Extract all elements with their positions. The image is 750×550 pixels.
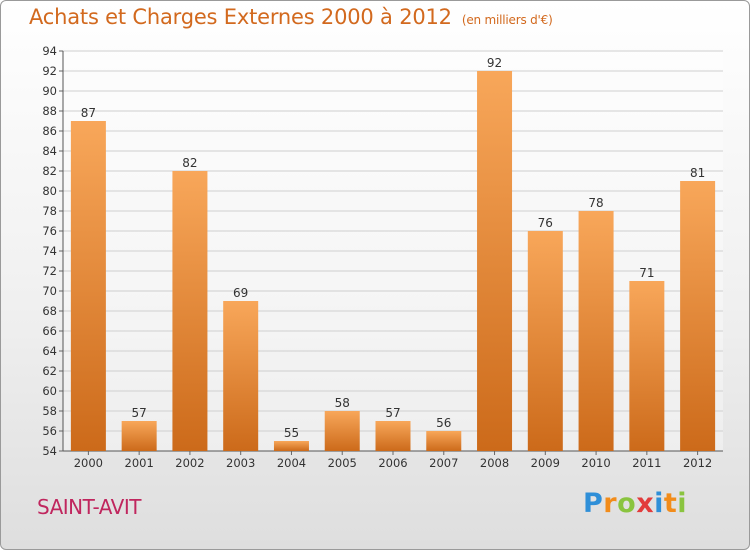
chart-title-text: Achats et Charges Externes 2000 à 2012 [29,5,452,29]
x-tick-label: 2012 [683,456,712,470]
y-tick-label: 92 [42,64,57,78]
bar [273,441,309,451]
y-tick-label: 76 [42,224,57,238]
logo-letter: r [603,488,618,519]
bar [527,231,563,451]
x-tick-label: 2007 [429,456,458,470]
chart-title: Achats et Charges Externes 2000 à 2012 (e… [29,5,553,29]
logo-letter: i [677,488,688,519]
x-tick-label: 2001 [125,456,154,470]
y-tick-label: 70 [42,284,57,298]
y-tick-label: 86 [42,124,57,138]
bar-value-label: 71 [639,266,654,280]
y-tick-label: 94 [42,44,57,58]
y-tick-label: 72 [42,264,57,278]
bar-value-label: 82 [182,156,197,170]
bar [375,421,411,451]
bar [426,431,462,451]
x-tick-label: 2009 [531,456,560,470]
chart-subtitle: (en milliers d'€) [461,13,553,27]
y-tick-label: 68 [42,304,57,318]
logo-letter: o [617,488,637,519]
bar-value-label: 55 [284,426,299,440]
bar-value-label: 69 [233,286,248,300]
bar-value-label: 57 [132,406,147,420]
bar-value-label: 57 [385,406,400,420]
bar-value-label: 87 [81,106,96,120]
y-tick-label: 58 [42,404,57,418]
y-tick-label: 74 [42,244,57,258]
bar [172,171,208,451]
bar [70,121,106,451]
bar-value-label: 76 [538,216,553,230]
bar-value-label: 81 [690,166,705,180]
location-label: SAINT-AVIT [37,495,141,519]
x-tick-label: 2008 [480,456,509,470]
y-tick-label: 54 [42,444,57,458]
bar [121,421,157,451]
bar-value-label: 78 [588,196,603,210]
x-tick-label: 2004 [277,456,306,470]
y-tick-label: 56 [42,424,57,438]
y-tick-label: 80 [42,184,57,198]
x-tick-label: 2000 [74,456,103,470]
x-tick-label: 2011 [632,456,661,470]
bar [680,181,716,451]
y-tick-label: 60 [42,384,57,398]
x-tick-label: 2010 [581,456,610,470]
bar [223,301,259,451]
y-tick-label: 62 [42,364,57,378]
bar-value-label: 56 [436,416,451,430]
bar [477,71,513,451]
bar [578,211,614,451]
logo-letter: P [583,488,604,519]
bar [629,281,665,451]
x-tick-label: 2002 [175,456,204,470]
x-tick-label: 2003 [226,456,255,470]
y-tick-label: 82 [42,164,57,178]
bar-value-label: 58 [335,396,350,410]
y-tick-label: 88 [42,104,57,118]
bar-value-label: 92 [487,56,502,70]
y-tick-label: 84 [42,144,57,158]
bar [324,411,360,451]
y-tick-label: 90 [42,84,57,98]
proxiti-logo: Proxiti [583,488,687,519]
logo-letter: x [636,488,655,519]
x-tick-label: 2006 [378,456,407,470]
x-tick-label: 2005 [328,456,357,470]
y-tick-label: 66 [42,324,57,338]
logo-letter: t [663,488,678,519]
y-tick-label: 78 [42,204,57,218]
y-tick-label: 64 [42,344,57,358]
logo-letter: i [654,488,664,519]
